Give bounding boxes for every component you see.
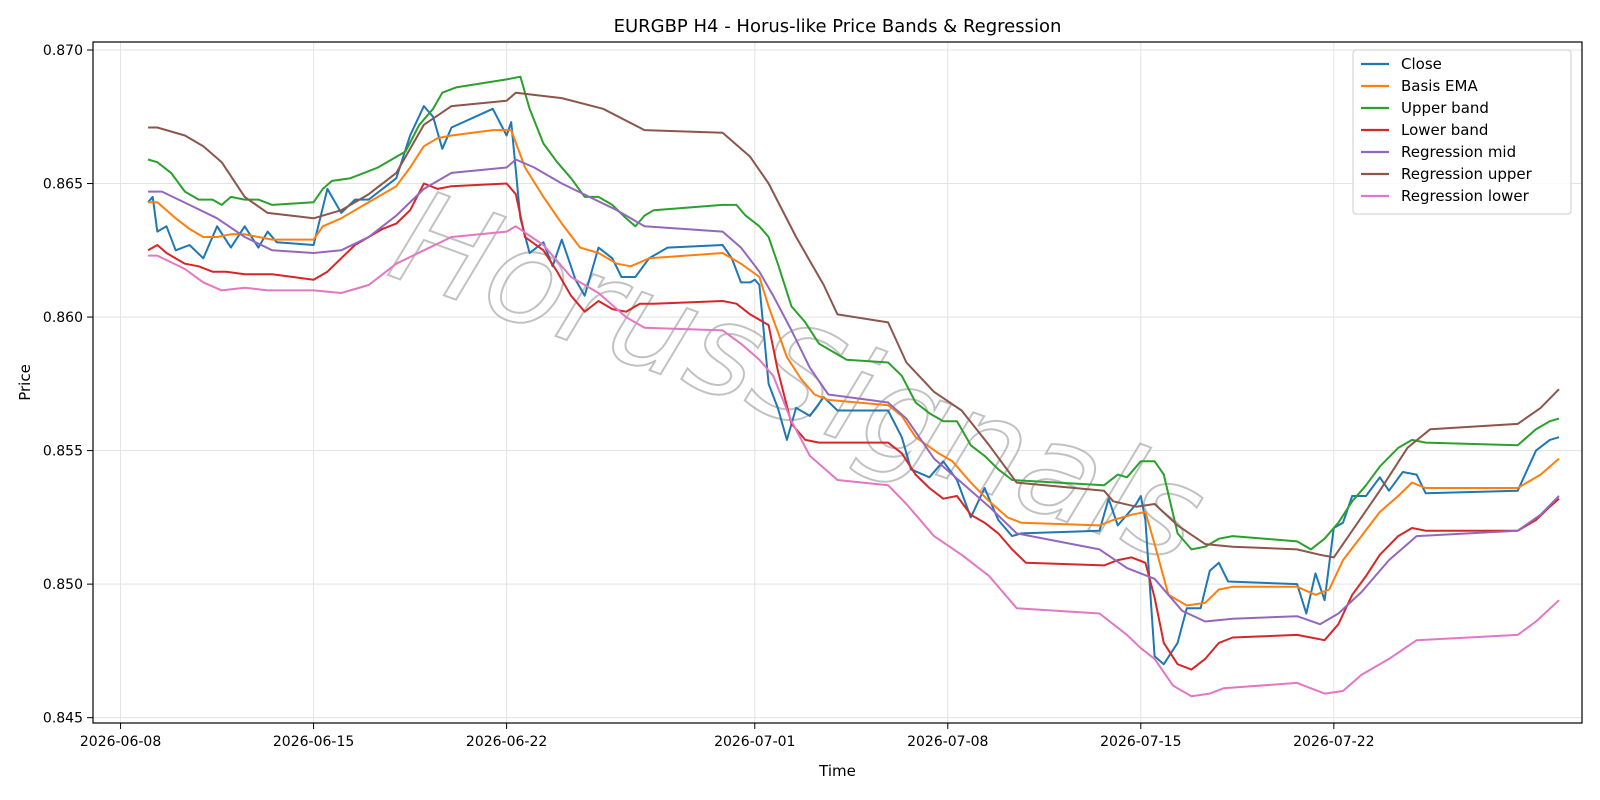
legend-label: Regression lower [1401,187,1530,205]
series-line-close [147,105,1560,666]
y-tick-label: 0.870 [43,43,83,59]
chart-title: EURGBP H4 - Horus-like Price Bands & Reg… [614,16,1062,37]
x-tick-label: 2026-06-15 [273,734,354,750]
series-line-regression-mid [148,158,1560,626]
legend-box [1352,49,1572,215]
series-group [147,75,1560,698]
legend-label: Close [1401,55,1442,73]
series-line-upper-band [147,75,1560,551]
series-line-lower-band [147,182,1560,671]
legend-label: Upper band [1401,99,1489,117]
x-tick-label: 2026-07-22 [1293,734,1374,750]
y-tick-label: 0.860 [43,310,83,326]
legend-label: Basis EMA [1401,77,1478,95]
legend: Close Basis EMA Upper band Lower band Regres… [1352,49,1572,215]
axes: 2026-06-08 2026-06-15 2026-06-22 2026-07-01… [43,43,1375,750]
y-tick-label: 0.845 [43,711,83,727]
y-tick-label: 0.855 [43,444,83,460]
series-line-regression-lower [148,225,1560,698]
x-tick-label: 2026-06-08 [80,734,161,750]
y-axis-title: Price [16,364,34,401]
x-tick-label: 2026-07-15 [1100,734,1181,750]
series-line-basis-ema [148,129,1560,607]
series-line-regression-upper [148,91,1560,559]
legend-label: Regression mid [1401,143,1516,161]
plot-frame [92,41,1583,724]
legend-label: Lower band [1401,121,1488,139]
legend-label: Regression upper [1401,165,1533,183]
x-axis-title: Time [818,762,856,780]
x-tick-label: 2026-07-08 [907,734,988,750]
y-tick-label: 0.865 [43,177,83,193]
x-tick-label: 2026-07-01 [714,734,795,750]
y-tick-label: 0.850 [43,577,83,593]
x-tick-label: 2026-06-22 [466,734,547,750]
grid [93,42,1582,723]
